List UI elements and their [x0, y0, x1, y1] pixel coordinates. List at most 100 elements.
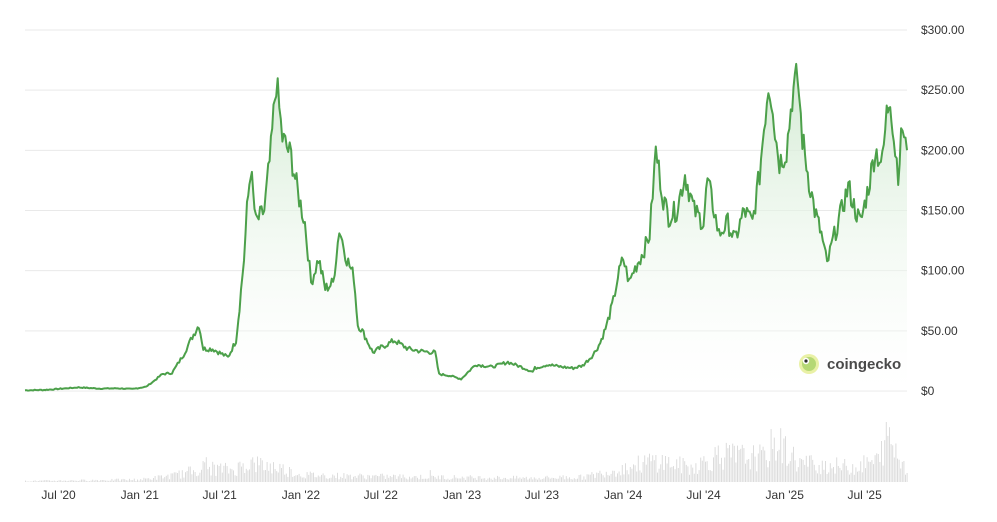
volume-bar [605, 471, 607, 482]
volume-bar [529, 478, 530, 482]
volume-bar [492, 479, 494, 482]
volume-bar [233, 470, 234, 482]
volume-bar [410, 478, 412, 482]
volume-bar [372, 475, 374, 482]
volume-bar [869, 461, 871, 482]
volume-bar [530, 477, 532, 482]
volume-bar [503, 477, 505, 482]
volume-bar [204, 462, 206, 482]
volume-bar [831, 468, 833, 482]
volume-bar [596, 472, 598, 482]
volume-bar [689, 474, 690, 482]
volume-bar [421, 478, 423, 482]
volume-bar [655, 455, 657, 482]
volume-bar [770, 429, 772, 482]
price-line[interactable] [24, 62, 908, 392]
volume-bar [485, 480, 487, 482]
volume-bar [788, 463, 790, 482]
x-tick-label: Jul '25 [847, 488, 882, 502]
volume-bar [541, 479, 543, 482]
volume-bar [308, 474, 310, 482]
volume-bar [506, 479, 508, 482]
x-tick-label: Jan '21 [121, 488, 160, 502]
volume-bar [876, 453, 878, 482]
volume-bar [882, 465, 884, 482]
volume-bar [173, 472, 175, 482]
volume-bar [285, 473, 287, 482]
volume-bar [551, 477, 553, 482]
volume-bar [145, 478, 146, 482]
volume-bar [540, 479, 542, 482]
volume-bar [441, 475, 442, 482]
volume-bar [293, 476, 295, 482]
volume-bar [431, 475, 433, 482]
volume-bar [349, 474, 351, 482]
volume-bar [266, 462, 268, 482]
volume-bar [629, 467, 631, 482]
volume-bar [703, 456, 705, 482]
volume-bar [842, 463, 844, 482]
volume-bar [97, 480, 98, 482]
volume-bar [114, 479, 116, 482]
volume-bar [905, 474, 906, 482]
volume-bar [796, 471, 798, 482]
volume-bar [812, 459, 814, 482]
volume-bar [738, 450, 740, 482]
volume-bar [186, 471, 188, 482]
volume-bar [332, 474, 334, 482]
volume-bar [92, 479, 94, 482]
volume-bar [893, 457, 895, 482]
volume-bar [570, 479, 572, 482]
volume-bar [389, 476, 391, 482]
volume-bar [845, 465, 847, 482]
volume-bar [673, 466, 674, 482]
volume-bar [167, 474, 169, 482]
volume-bar [29, 481, 31, 482]
volume-bar [889, 427, 890, 482]
volume-bar [373, 475, 375, 482]
volume-bar [335, 478, 337, 482]
volume-bar [258, 465, 260, 482]
y-tick-label: $50.00 [921, 324, 958, 338]
volume-bar [833, 467, 834, 482]
volume-bar [852, 464, 854, 482]
volume-bar [191, 474, 193, 482]
volume-bar [385, 479, 386, 482]
volume-bar [583, 476, 585, 482]
volume-bar [722, 469, 724, 482]
volume-bar [157, 475, 159, 482]
volume-bar [746, 459, 748, 482]
volume-bar [757, 453, 759, 482]
volume-bar [39, 480, 41, 482]
volume-bar [620, 475, 622, 482]
volume-bar [873, 464, 874, 482]
volume-bar [653, 460, 655, 482]
volume-bar [642, 462, 644, 482]
volume-bar [484, 478, 486, 482]
volume-bar [481, 478, 482, 482]
volume-bar [786, 465, 788, 482]
volume-bar [386, 474, 388, 482]
volume-bar [565, 476, 567, 482]
volume-bar [733, 445, 735, 482]
volume-bar [692, 467, 694, 482]
volume-bar [781, 463, 783, 482]
volume-bar [697, 473, 698, 482]
volume-bar [274, 469, 276, 482]
volume-bar [108, 480, 110, 482]
volume-bar [375, 474, 377, 482]
volume-bar [490, 478, 492, 482]
volume-bar [580, 474, 582, 482]
volume-bar [455, 477, 457, 482]
price-area-fill [25, 63, 907, 392]
volume-bar [500, 479, 502, 482]
volume-bar [444, 479, 446, 482]
volume-bar [714, 447, 716, 482]
volume-bar [57, 480, 58, 482]
y-tick-label: $300.00 [921, 23, 965, 37]
volume-bar [641, 472, 642, 482]
volume-bar [666, 463, 668, 482]
volume-bar [634, 465, 636, 482]
